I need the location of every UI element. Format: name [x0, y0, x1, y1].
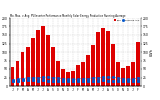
Bar — [51, 47, 55, 86]
Bar — [11, 67, 15, 86]
Bar — [41, 26, 44, 86]
Text: Mo. Max. > Avg. PV/Inverter Performance Monthly Solar Energy Production Running : Mo. Max. > Avg. PV/Inverter Performance … — [10, 14, 125, 18]
Bar — [91, 45, 95, 86]
Bar — [86, 55, 90, 86]
Bar — [111, 44, 115, 86]
Bar — [76, 65, 80, 86]
Bar — [96, 32, 100, 86]
Bar — [46, 35, 50, 86]
Bar — [26, 47, 29, 86]
Bar — [126, 66, 130, 86]
Legend: kWh, Running Avg.: kWh, Running Avg. — [114, 19, 140, 21]
Bar — [56, 60, 60, 86]
Bar — [101, 28, 105, 86]
Bar — [136, 42, 140, 86]
Bar — [131, 62, 135, 86]
Bar — [21, 52, 24, 86]
Bar — [31, 38, 35, 86]
Bar — [116, 62, 120, 86]
Bar — [61, 69, 64, 86]
Y-axis label: kWh: kWh — [150, 48, 154, 56]
Bar — [106, 31, 110, 86]
Bar — [121, 68, 125, 86]
Bar — [81, 62, 85, 86]
Bar — [66, 72, 70, 86]
Bar — [16, 60, 20, 86]
Bar — [36, 30, 40, 86]
Bar — [71, 71, 75, 86]
